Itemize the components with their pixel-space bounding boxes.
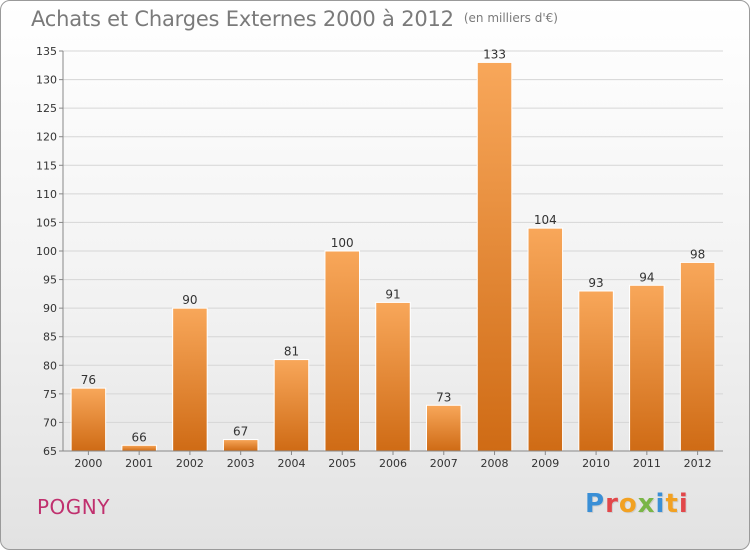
x-tick-label: 2004 bbox=[277, 457, 305, 470]
bar-2009 bbox=[527, 227, 564, 452]
data-label: 94 bbox=[639, 270, 654, 284]
data-label: 104 bbox=[534, 213, 557, 227]
y-tick-label: 75 bbox=[43, 388, 57, 401]
y-tick-label: 85 bbox=[43, 331, 57, 344]
logo-letter: i bbox=[678, 489, 689, 519]
y-tick-label: 100 bbox=[36, 245, 57, 258]
data-label: 93 bbox=[588, 276, 603, 290]
x-tick-label: 2005 bbox=[328, 457, 356, 470]
data-label: 81 bbox=[284, 345, 299, 359]
bars bbox=[70, 61, 716, 452]
y-tick-label: 70 bbox=[43, 416, 57, 429]
x-tick-label: 2006 bbox=[379, 457, 407, 470]
proxiti-logo: Proxiti bbox=[585, 489, 689, 519]
bar-2008 bbox=[476, 61, 513, 452]
chart-title-text: Achats et Charges Externes 2000 à 2012 bbox=[31, 7, 454, 31]
y-tick-label: 120 bbox=[36, 131, 57, 144]
bar-2002 bbox=[172, 307, 208, 452]
bar-2003 bbox=[222, 439, 259, 452]
x-tick-label: 2012 bbox=[684, 457, 712, 470]
y-tick-label: 110 bbox=[36, 188, 57, 201]
x-tick-label: 2007 bbox=[430, 457, 458, 470]
chart-title-unit: (en milliers d'€) bbox=[463, 11, 558, 25]
y-tick-label: 115 bbox=[36, 159, 57, 172]
y-tick-label: 80 bbox=[43, 359, 57, 372]
y-tick-label: 90 bbox=[43, 302, 57, 315]
x-tick-label: 2010 bbox=[582, 457, 610, 470]
data-label: 67 bbox=[233, 425, 248, 439]
logo-letter: i bbox=[655, 489, 666, 519]
y-tick-label: 105 bbox=[36, 216, 57, 229]
city-name: POGNY bbox=[37, 495, 110, 519]
x-tick-label: 2009 bbox=[531, 457, 559, 470]
y-axis: 65 70 75 80 85 90 95 100 105 110 115 120 125 130 135 bbox=[36, 45, 64, 458]
bar-2004 bbox=[273, 359, 310, 452]
data-label: 91 bbox=[385, 287, 400, 301]
bar-2001 bbox=[121, 444, 157, 452]
bar-2000 bbox=[70, 387, 107, 452]
y-tick-label: 125 bbox=[36, 102, 57, 115]
bar-2007 bbox=[426, 404, 462, 452]
bar-2005 bbox=[324, 250, 360, 452]
data-label: 90 bbox=[182, 293, 197, 307]
bar-2012 bbox=[679, 261, 716, 452]
data-label: 76 bbox=[81, 373, 96, 387]
logo-letter: o bbox=[618, 489, 638, 519]
bar-2010 bbox=[578, 290, 614, 452]
x-tick-label: 2011 bbox=[633, 457, 661, 470]
bar-2011 bbox=[629, 284, 665, 452]
x-tick-label: 2000 bbox=[74, 457, 102, 470]
data-labels: 76 66 90 67 81 100 91 73 133 104 93 94 98 bbox=[81, 47, 706, 444]
y-tick-label: 135 bbox=[36, 45, 57, 58]
x-axis: 2000 2001 2002 2003 2004 2005 2006 2007 2008 2009… bbox=[63, 450, 723, 470]
logo-letter: r bbox=[605, 489, 619, 519]
x-tick-label: 2003 bbox=[227, 457, 255, 470]
data-label: 66 bbox=[132, 430, 147, 444]
data-label: 98 bbox=[690, 247, 705, 261]
y-tick-label: 130 bbox=[36, 74, 57, 87]
x-tick-label: 2001 bbox=[125, 457, 153, 470]
bar-2006 bbox=[375, 301, 411, 452]
chart-title: Achats et Charges Externes 2000 à 2012 (e… bbox=[31, 7, 558, 31]
logo-letter: x bbox=[637, 489, 656, 519]
data-label: 100 bbox=[331, 236, 354, 250]
y-tick-label: 65 bbox=[43, 445, 57, 458]
data-label: 133 bbox=[483, 47, 506, 61]
x-tick-label: 2008 bbox=[481, 457, 509, 470]
data-label: 73 bbox=[436, 390, 451, 404]
y-tick-label: 95 bbox=[43, 274, 57, 287]
x-tick-label: 2002 bbox=[176, 457, 204, 470]
logo-letter: t bbox=[665, 489, 679, 519]
logo-letter: P bbox=[585, 489, 606, 519]
